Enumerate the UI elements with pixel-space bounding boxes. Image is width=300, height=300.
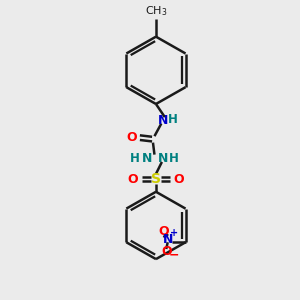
- Text: O: O: [158, 225, 169, 238]
- Text: H: H: [168, 113, 178, 126]
- Text: H: H: [130, 152, 140, 165]
- Text: O: O: [126, 131, 137, 144]
- Text: N: N: [158, 152, 169, 165]
- Text: N: N: [158, 114, 169, 127]
- Text: O: O: [173, 173, 184, 186]
- Text: CH$_3$: CH$_3$: [145, 4, 167, 18]
- Text: N: N: [163, 233, 173, 246]
- Text: N: N: [142, 152, 152, 165]
- Text: O: O: [161, 245, 172, 258]
- Text: H: H: [169, 152, 179, 165]
- Text: −: −: [168, 249, 179, 262]
- Text: S: S: [151, 172, 161, 186]
- Text: O: O: [128, 173, 138, 186]
- Text: +: +: [170, 229, 178, 238]
